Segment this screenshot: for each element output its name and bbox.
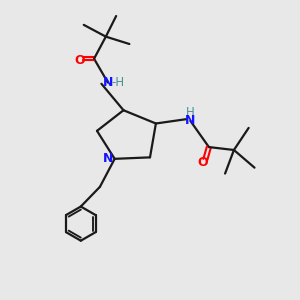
Text: N: N — [185, 114, 196, 127]
Text: N: N — [103, 76, 113, 89]
Text: -H: -H — [111, 76, 124, 89]
Text: O: O — [75, 54, 85, 67]
Text: O: O — [198, 156, 208, 169]
Text: H: H — [186, 106, 195, 119]
Text: N: N — [103, 152, 113, 165]
